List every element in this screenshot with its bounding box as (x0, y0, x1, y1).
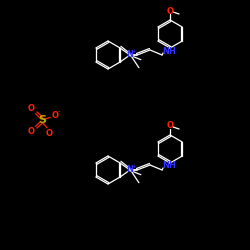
Text: O: O (28, 104, 35, 113)
Text: +: + (132, 164, 136, 169)
Text: -: - (58, 108, 60, 114)
Text: N: N (126, 50, 134, 59)
Text: O: O (166, 6, 173, 16)
Text: NH: NH (162, 46, 176, 56)
Text: O: O (46, 129, 52, 138)
Text: O: O (52, 111, 59, 120)
Text: NH: NH (162, 162, 176, 170)
Text: N: N (126, 165, 134, 174)
Text: +: + (132, 49, 136, 54)
Text: O: O (166, 122, 173, 130)
Text: O: O (28, 127, 35, 136)
Text: S: S (38, 115, 46, 125)
